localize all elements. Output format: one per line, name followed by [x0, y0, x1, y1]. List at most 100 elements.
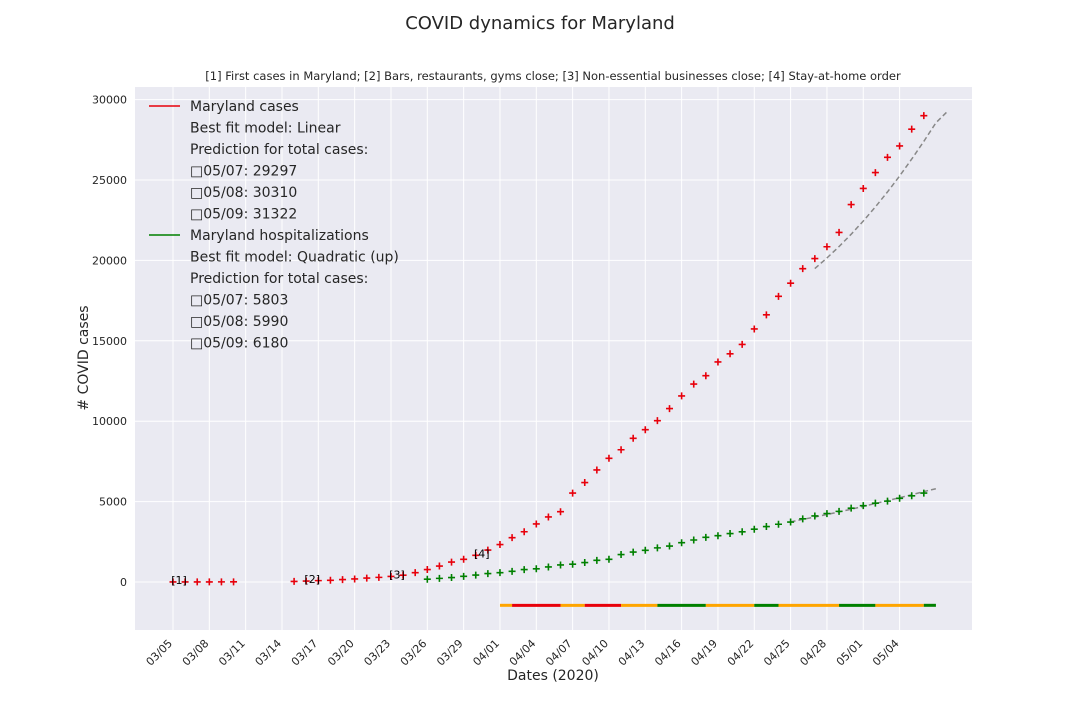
data-point [641, 426, 649, 434]
data-point [799, 515, 807, 523]
data-point [472, 551, 480, 559]
event-annotation: [2] [304, 573, 320, 586]
data-point [375, 573, 383, 581]
data-point [835, 228, 843, 236]
data-point [472, 571, 480, 579]
data-point [714, 358, 722, 366]
data-point [811, 255, 819, 263]
y-tick-label: 0 [120, 576, 127, 589]
legend-label: □05/09: 31322 [190, 207, 297, 223]
data-point [544, 563, 552, 571]
data-point [290, 577, 298, 585]
data-point [557, 508, 565, 516]
data-point [859, 502, 867, 510]
grid-layer [135, 87, 972, 630]
data-point [423, 566, 431, 574]
data-point [908, 492, 916, 500]
data-point [581, 479, 589, 487]
legend-label: Prediction for total cases: [190, 142, 368, 158]
data-point [896, 494, 904, 502]
data-point [448, 558, 456, 566]
y-tick-label: 25000 [92, 174, 127, 187]
data-point [847, 504, 855, 512]
data-point [762, 523, 770, 531]
data-point [908, 125, 916, 133]
data-point [653, 544, 661, 552]
data-point [835, 507, 843, 515]
data-point [714, 532, 722, 540]
data-point [520, 528, 528, 536]
data-point [702, 372, 710, 380]
data-point [787, 518, 795, 526]
data-point [738, 340, 746, 348]
data-point [738, 528, 746, 536]
data-point [339, 576, 347, 584]
data-point [508, 567, 516, 575]
data-point [205, 578, 213, 586]
data-point [690, 380, 698, 388]
plot-area [135, 87, 972, 630]
data-point [762, 311, 770, 319]
data-point [435, 562, 443, 570]
data-point [460, 555, 468, 563]
data-point [169, 578, 177, 586]
legend-label: Best fit model: Quadratic (up) [190, 250, 399, 266]
data-point [629, 434, 637, 442]
data-point [859, 184, 867, 192]
data-point [690, 536, 698, 544]
series-layer [169, 112, 928, 586]
data-point [496, 541, 504, 549]
data-point [532, 520, 540, 528]
data-point [460, 572, 468, 580]
data-point [423, 575, 431, 583]
data-point [387, 572, 395, 580]
data-point [641, 546, 649, 554]
data-point [544, 513, 552, 521]
legend-label: Prediction for total cases: [190, 271, 368, 287]
data-point [775, 520, 782, 528]
data-point [666, 405, 674, 413]
legend-label: □05/07: 29297 [190, 164, 297, 180]
y-axis-label: # COVID cases [76, 305, 92, 410]
y-tick-label: 10000 [92, 415, 127, 428]
data-point [581, 559, 589, 567]
data-point [569, 489, 577, 497]
data-point [629, 548, 637, 556]
legend-label: □05/07: 5803 [190, 293, 288, 309]
data-point [920, 112, 928, 120]
data-point [302, 577, 310, 585]
data-point [435, 574, 443, 582]
data-point [399, 571, 407, 579]
data-point [314, 577, 322, 585]
data-point [750, 325, 758, 333]
data-point [181, 578, 189, 586]
data-point [617, 551, 625, 559]
data-point [326, 576, 334, 584]
legend-label: Maryland hospitalizations [190, 228, 369, 244]
y-tick-label: 20000 [92, 254, 127, 267]
data-point [702, 533, 710, 541]
data-point [883, 497, 891, 505]
chart-subtitle: [1] First cases in Maryland; [2] Bars, r… [205, 69, 901, 83]
data-point [787, 279, 795, 287]
data-point [678, 539, 686, 547]
data-point [617, 446, 625, 454]
data-point [532, 565, 540, 573]
data-point [775, 292, 782, 300]
legend-label: □05/08: 5990 [190, 314, 288, 330]
x-axis-label: Dates (2020) [507, 668, 599, 684]
data-point [193, 578, 201, 586]
data-point [920, 489, 928, 497]
data-point [896, 142, 904, 150]
data-point [496, 569, 504, 577]
data-point [871, 499, 879, 507]
data-point [520, 566, 528, 574]
chart-title: COVID dynamics for Maryland [405, 13, 675, 34]
fit-curve [814, 110, 949, 270]
data-point [411, 569, 419, 577]
y-tick-label: 15000 [92, 335, 127, 348]
legend-layer: Maryland cases Best fit model: Linear Pred… [149, 99, 399, 352]
data-point [883, 153, 891, 161]
data-point [230, 578, 238, 586]
